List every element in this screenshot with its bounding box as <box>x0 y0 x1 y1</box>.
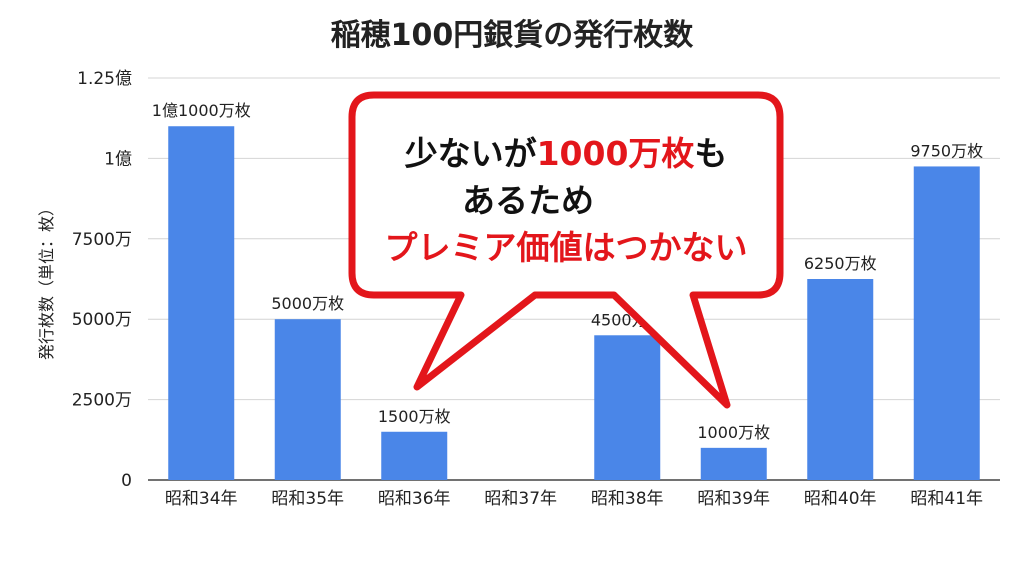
y-axis-ticks: 0 2500万 5000万 7500万 1億 1.25億 <box>72 69 132 491</box>
x-tick-label: 昭和40年 <box>804 489 877 509</box>
x-tick-label: 昭和34年 <box>165 489 238 509</box>
bar <box>807 279 874 480</box>
callout-line-1-highlight: 1000万枚 <box>537 134 695 173</box>
bar <box>381 431 448 480</box>
callout-line-1-c: も <box>694 134 727 173</box>
callout-line-2: あるため <box>462 181 594 220</box>
callout-line-3: プレミア価値はつかない <box>385 228 748 267</box>
callout-bubble: 少ないが1000万枚も あるため プレミア価値はつかない <box>348 91 784 409</box>
data-label: 1500万枚 <box>378 407 451 426</box>
x-tick-label: 昭和38年 <box>591 489 664 509</box>
data-label: 1億1000万枚 <box>152 101 251 120</box>
x-tick-label: 昭和41年 <box>910 489 983 509</box>
data-label: 1000万枚 <box>697 423 770 442</box>
x-tick-label: 昭和35年 <box>271 489 344 509</box>
x-tick-label: 昭和39年 <box>697 489 770 509</box>
bar <box>274 319 341 480</box>
bar <box>913 166 980 480</box>
callout-line-1: 少ないが1000万枚も <box>405 134 728 173</box>
y-tick-label: 1.25億 <box>77 69 132 89</box>
chart-title: 稲穂100円銀貨の発行枚数 <box>331 18 695 53</box>
data-label: 6250万枚 <box>804 254 877 273</box>
data-label: 9750万枚 <box>910 141 983 160</box>
x-tick-label: 昭和36年 <box>378 489 451 509</box>
x-tick-label: 昭和37年 <box>484 489 557 509</box>
y-tick-label: 2500万 <box>72 391 132 411</box>
bar <box>700 447 767 480</box>
y-tick-label: 1億 <box>104 149 132 169</box>
callout-line-1-a: 少ないが <box>405 134 537 173</box>
bars <box>168 126 980 481</box>
callout-shape <box>348 91 784 409</box>
bar <box>594 335 661 480</box>
x-axis-ticks: 昭和34年 昭和35年 昭和36年 昭和37年 昭和38年 昭和39年 昭和40年 昭和41年 <box>165 489 983 509</box>
data-label: 5000万枚 <box>271 294 344 313</box>
bar <box>168 126 235 481</box>
y-tick-label: 5000万 <box>72 310 132 330</box>
y-axis-label: 発行枚数（単位：枚） <box>37 200 56 360</box>
y-tick-label: 0 <box>121 471 132 491</box>
y-tick-label: 7500万 <box>72 230 132 250</box>
